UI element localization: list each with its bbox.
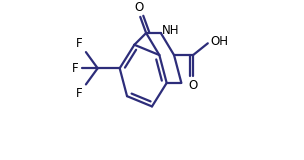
Text: F: F xyxy=(76,37,83,50)
Text: O: O xyxy=(188,79,198,92)
Text: NH: NH xyxy=(162,24,180,37)
Text: O: O xyxy=(134,1,143,14)
Text: F: F xyxy=(72,62,78,75)
Text: F: F xyxy=(76,87,83,100)
Text: OH: OH xyxy=(210,35,228,48)
